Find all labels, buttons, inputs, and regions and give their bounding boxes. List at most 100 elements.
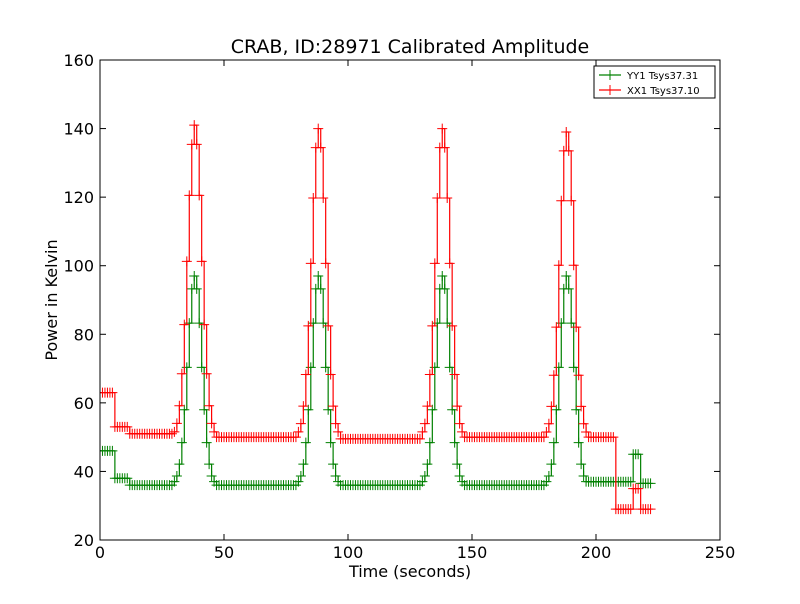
data-point [424, 437, 435, 448]
data-point [432, 318, 443, 329]
data-point [166, 428, 177, 439]
data-point [206, 418, 217, 429]
data-point [417, 426, 428, 437]
data-point [625, 504, 636, 515]
data-point [581, 426, 592, 437]
data-point [189, 271, 200, 281]
data-point [449, 437, 460, 448]
data-point [325, 369, 336, 380]
data-point [169, 476, 180, 487]
data-point [209, 426, 220, 437]
x-axis-label: Time (seconds) [348, 562, 471, 581]
data-point [568, 260, 579, 271]
data-point [566, 195, 577, 206]
data-point [328, 459, 339, 470]
data-point [573, 370, 584, 381]
data-point [325, 437, 336, 448]
data-point [194, 190, 205, 201]
y-axis-label: Power in Kelvin [42, 239, 61, 360]
x-tick-label: 100 [333, 543, 364, 562]
data-point [330, 470, 341, 481]
series-line [100, 124, 651, 510]
y-tick-label: 160 [63, 51, 94, 70]
data-point [645, 504, 656, 515]
data-point [320, 258, 331, 269]
data-point [199, 404, 210, 415]
data-point [171, 470, 182, 481]
y-tick-label: 20 [74, 531, 94, 550]
data-point [437, 123, 448, 134]
data-point [199, 319, 210, 330]
data-point [543, 470, 554, 481]
data-point [305, 258, 316, 269]
data-point [318, 318, 329, 329]
data-point [206, 470, 217, 481]
data-point [295, 418, 306, 429]
data-point [201, 368, 212, 379]
data-point [442, 318, 453, 329]
y-tick-label: 60 [74, 394, 94, 413]
data-point [548, 370, 559, 381]
data-point [315, 142, 326, 153]
data-point [561, 127, 572, 137]
data-point [320, 362, 331, 373]
data-point [561, 271, 572, 281]
data-point [191, 283, 202, 294]
data-point [444, 362, 455, 373]
data-point [541, 476, 552, 487]
data-point [419, 418, 430, 429]
data-point [181, 256, 192, 267]
data-point [546, 459, 557, 470]
legend-marker [605, 85, 615, 95]
chart-title: CRAB, ID:28971 Calibrated Amplitude [231, 36, 590, 58]
data-point [578, 470, 589, 481]
data-point [174, 459, 185, 470]
series-2 [100, 120, 656, 515]
data-point [298, 401, 309, 412]
data-point [204, 400, 215, 411]
data-point [452, 459, 463, 470]
data-point [563, 283, 574, 294]
legend-label: XX1 Tsys37.10 [627, 86, 700, 97]
legend-label: YY1 Tsys37.31 [626, 71, 698, 82]
data-point [563, 145, 574, 156]
legend-marker [605, 70, 615, 80]
data-point [449, 369, 460, 380]
data-point [303, 320, 314, 331]
data-point [107, 445, 118, 456]
legend-box [593, 65, 716, 99]
series-line [100, 275, 651, 486]
x-tick-label: 200 [581, 543, 612, 562]
data-point [454, 470, 465, 481]
data-point [543, 418, 554, 429]
data-point [201, 437, 212, 448]
data-point [179, 319, 190, 330]
data-point [323, 320, 334, 331]
data-point [191, 139, 202, 150]
data-point [184, 190, 195, 201]
data-point [313, 271, 324, 281]
data-point [432, 193, 443, 204]
data-point [333, 426, 344, 437]
data-point [444, 258, 455, 269]
data-point [293, 476, 304, 487]
data-point [429, 362, 440, 373]
y-tick-label: 100 [63, 257, 94, 276]
data-point [553, 362, 564, 373]
data-point [546, 401, 557, 412]
data-point [578, 418, 589, 429]
data-point [439, 142, 450, 153]
data-point [204, 459, 215, 470]
data-point [576, 459, 587, 470]
data-point [179, 404, 190, 415]
data-point [424, 369, 435, 380]
y-tick-label: 120 [63, 188, 94, 207]
data-point [169, 426, 180, 437]
data-point [293, 426, 304, 437]
data-point [313, 123, 324, 134]
data-point [556, 318, 567, 329]
data-point [122, 473, 133, 484]
series-1 [100, 271, 656, 491]
data-point [107, 387, 118, 398]
